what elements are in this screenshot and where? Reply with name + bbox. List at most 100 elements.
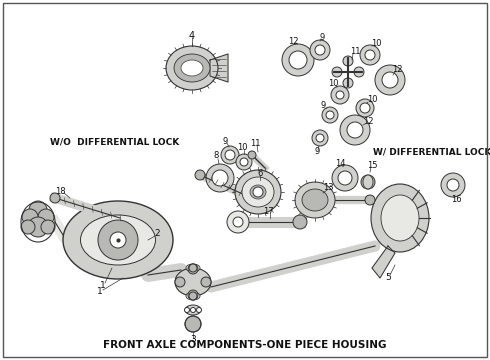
Circle shape (382, 72, 398, 88)
Circle shape (365, 50, 375, 60)
Circle shape (206, 164, 234, 192)
Circle shape (331, 86, 349, 104)
Text: 15: 15 (367, 161, 377, 170)
Text: 13: 13 (323, 184, 333, 193)
Ellipse shape (186, 264, 200, 272)
Circle shape (191, 307, 196, 312)
Circle shape (361, 175, 375, 189)
Text: 12: 12 (392, 66, 402, 75)
Circle shape (360, 45, 380, 65)
Text: 10: 10 (328, 80, 338, 89)
Circle shape (201, 277, 211, 287)
Circle shape (356, 99, 374, 117)
Text: 8: 8 (213, 152, 219, 161)
Text: 1: 1 (100, 280, 106, 289)
Text: W/O  DIFFERENTIAL LOCK: W/O DIFFERENTIAL LOCK (50, 138, 179, 147)
Circle shape (38, 209, 54, 225)
Circle shape (289, 51, 307, 69)
Circle shape (221, 146, 239, 164)
Circle shape (282, 44, 314, 76)
Circle shape (240, 158, 248, 166)
Circle shape (188, 290, 198, 300)
Circle shape (233, 217, 243, 227)
Text: 9: 9 (320, 102, 326, 111)
Circle shape (236, 154, 252, 170)
Ellipse shape (302, 189, 328, 211)
Ellipse shape (175, 268, 211, 296)
Circle shape (354, 67, 364, 77)
Circle shape (22, 209, 38, 225)
Text: 17: 17 (263, 207, 273, 216)
Circle shape (447, 179, 459, 191)
Circle shape (332, 165, 358, 191)
Circle shape (248, 151, 256, 159)
Ellipse shape (181, 60, 203, 76)
Text: 11: 11 (350, 48, 360, 57)
Circle shape (310, 40, 330, 60)
Circle shape (322, 107, 338, 123)
Text: W/ DIFFERENTIAL LOCK: W/ DIFFERENTIAL LOCK (373, 148, 490, 157)
Text: 16: 16 (451, 195, 461, 204)
Circle shape (441, 173, 465, 197)
Circle shape (188, 264, 198, 274)
Text: 4: 4 (189, 31, 195, 41)
Circle shape (312, 130, 328, 146)
Text: 9: 9 (222, 136, 228, 145)
Circle shape (189, 292, 197, 300)
Text: 10: 10 (371, 39, 381, 48)
Ellipse shape (174, 54, 210, 82)
Text: 18: 18 (55, 188, 65, 197)
Text: 6: 6 (257, 168, 263, 177)
Circle shape (336, 91, 344, 99)
Text: 3: 3 (190, 336, 196, 345)
Polygon shape (210, 54, 228, 82)
Circle shape (293, 215, 307, 229)
Text: 11: 11 (250, 139, 260, 148)
Circle shape (212, 170, 228, 186)
Ellipse shape (80, 215, 155, 265)
Circle shape (365, 195, 375, 205)
Circle shape (175, 277, 185, 287)
Ellipse shape (227, 211, 249, 233)
Circle shape (315, 45, 325, 55)
Text: 12: 12 (288, 36, 298, 45)
Circle shape (29, 201, 47, 219)
Circle shape (253, 187, 263, 197)
Text: 9: 9 (315, 148, 319, 157)
Ellipse shape (63, 201, 173, 279)
Circle shape (28, 217, 48, 237)
Circle shape (185, 316, 201, 332)
Circle shape (375, 65, 405, 95)
Text: 10: 10 (367, 95, 377, 104)
Ellipse shape (242, 177, 274, 207)
Circle shape (225, 150, 235, 160)
Circle shape (347, 122, 363, 138)
Circle shape (332, 67, 342, 77)
Text: 1: 1 (97, 288, 103, 297)
Circle shape (110, 232, 126, 248)
Circle shape (189, 264, 197, 272)
Circle shape (326, 111, 334, 119)
Circle shape (340, 115, 370, 145)
Polygon shape (372, 246, 395, 278)
Circle shape (98, 220, 138, 260)
Ellipse shape (166, 46, 218, 90)
Ellipse shape (186, 292, 200, 300)
Text: 2: 2 (154, 230, 160, 238)
Circle shape (50, 193, 60, 203)
Ellipse shape (185, 305, 201, 315)
Text: 10: 10 (237, 144, 247, 153)
Ellipse shape (381, 195, 419, 241)
Circle shape (196, 307, 201, 312)
Ellipse shape (371, 184, 429, 252)
Ellipse shape (235, 170, 281, 214)
Circle shape (338, 171, 352, 185)
Text: 5: 5 (385, 274, 391, 283)
Circle shape (343, 56, 353, 66)
Circle shape (343, 78, 353, 88)
Ellipse shape (295, 182, 335, 218)
Circle shape (41, 220, 55, 234)
Ellipse shape (250, 185, 266, 199)
Circle shape (360, 103, 370, 113)
Text: FRONT AXLE COMPONENTS-ONE PIECE HOUSING: FRONT AXLE COMPONENTS-ONE PIECE HOUSING (103, 340, 387, 350)
